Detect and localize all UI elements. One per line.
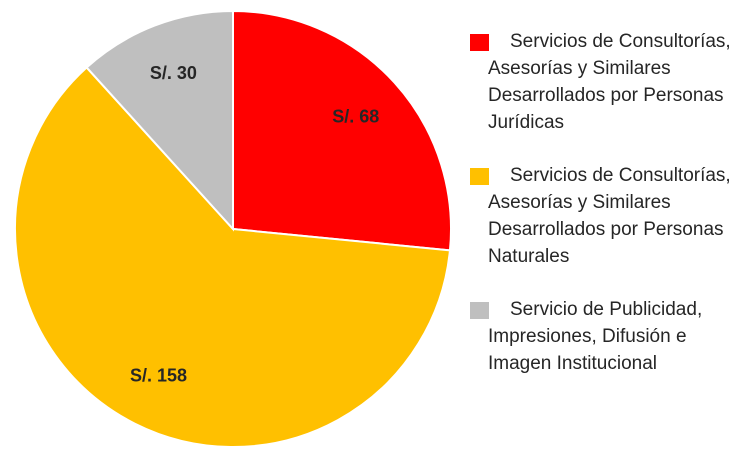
legend-swatch <box>470 168 489 185</box>
legend-label: Servicio de Publicidad, Impresiones, Dif… <box>488 299 703 374</box>
pie-slice <box>85 9 234 232</box>
slice-label: S/. 30 <box>150 63 197 83</box>
slice-label: S/. 158 <box>130 366 187 386</box>
legend: Servicios de Consultorías, Asesorías y S… <box>470 28 755 403</box>
legend-label: Servicios de Consultorías, Asesorías y S… <box>488 31 731 133</box>
pie-slice <box>232 9 452 252</box>
legend-swatch <box>470 34 489 51</box>
pie-slice <box>14 66 452 448</box>
legend-item: Servicio de Publicidad, Impresiones, Dif… <box>470 296 755 377</box>
legend-label: Servicios de Consultorías, Asesorías y S… <box>488 165 731 267</box>
legend-item: Servicios de Consultorías, Asesorías y S… <box>470 162 755 270</box>
slice-label: S/. 68 <box>332 106 379 126</box>
legend-swatch <box>470 302 489 319</box>
pie-area: S/. 68 S/. 158 S/. 30 <box>14 9 452 448</box>
legend-item: Servicios de Consultorías, Asesorías y S… <box>470 28 755 136</box>
